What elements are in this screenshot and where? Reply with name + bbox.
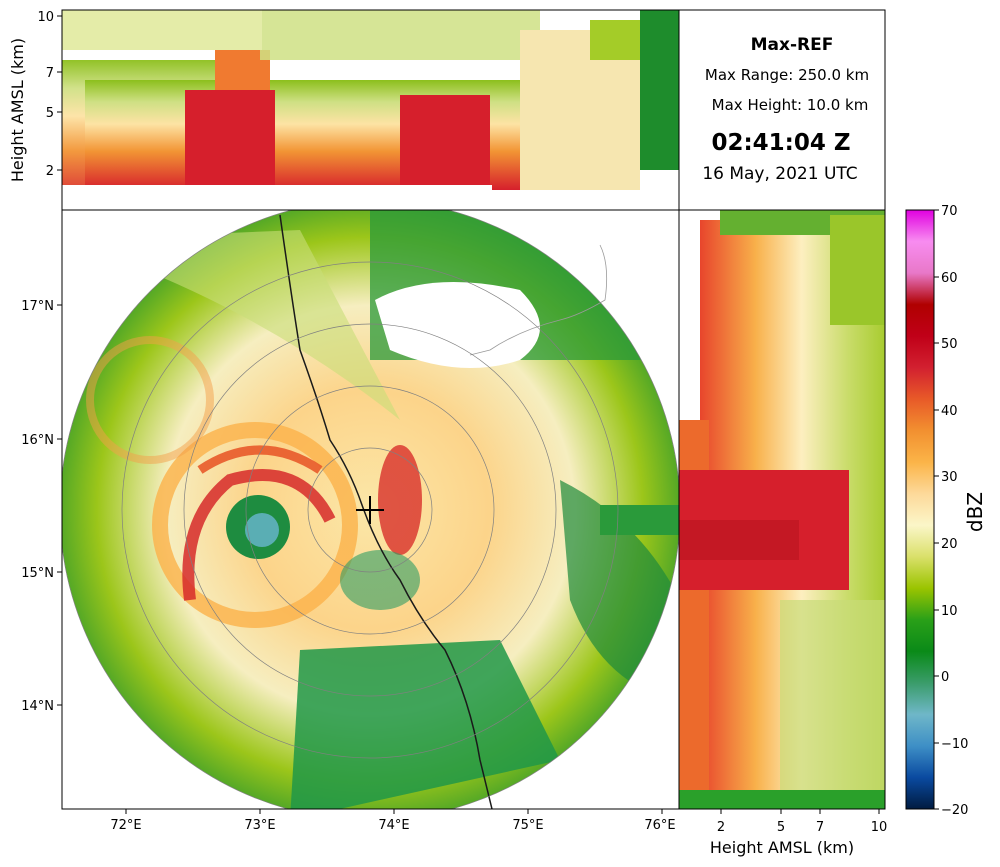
cb-tick-label: 10 <box>941 604 958 619</box>
product-title: Max-REF <box>751 35 834 55</box>
lat-tick-label: 16°N <box>21 433 54 448</box>
top-y-tick-label: 2 <box>46 164 54 179</box>
top-y-ticks <box>57 15 62 171</box>
cb-tick-label: 0 <box>941 670 949 685</box>
lon-tick-label: 72°E <box>110 818 141 833</box>
lat-ticks <box>57 304 62 706</box>
right-x-tick-label: 5 <box>777 820 785 835</box>
cb-tick-label: 30 <box>941 470 958 485</box>
top-y-tick-label: 5 <box>46 106 54 121</box>
lat-tick-label: 17°N <box>21 299 54 314</box>
right-x-tick-label: 2 <box>717 820 725 835</box>
cb-tick-label: 20 <box>941 537 958 552</box>
cb-tick-label: 50 <box>941 337 958 352</box>
lon-tick-label: 74°E <box>378 818 409 833</box>
cb-tick-label: 70 <box>941 204 958 219</box>
top-cross-section <box>62 10 679 210</box>
right-x-tick-label: 7 <box>816 820 824 835</box>
cb-tick-label: 60 <box>941 271 958 286</box>
top-y-axis-label: Height AMSL (km) <box>8 38 27 182</box>
max-range-text: Max Range: 250.0 km <box>705 66 869 84</box>
max-height-text: Max Height: 10.0 km <box>712 96 869 114</box>
scan-date: 16 May, 2021 UTC <box>702 164 857 184</box>
lon-tick-label: 73°E <box>244 818 275 833</box>
cb-tick-label: 40 <box>941 404 958 419</box>
cb-tick-label: −20 <box>941 803 968 818</box>
cb-tick-label: −10 <box>941 737 968 752</box>
colorbar-label: dBZ <box>963 492 987 532</box>
ppi-map <box>62 210 679 809</box>
lat-tick-label: 15°N <box>21 566 54 581</box>
lon-ticks <box>125 809 663 814</box>
lon-tick-label: 75°E <box>512 818 543 833</box>
lat-tick-label: 14°N <box>21 699 54 714</box>
scan-time: 02:41:04 Z <box>711 130 850 156</box>
right-x-ticks <box>720 809 880 814</box>
info-panel-frame <box>678 9 886 211</box>
top-y-tick-label: 10 <box>37 10 54 25</box>
radar-site-icon <box>356 496 384 524</box>
colorbar-ticks <box>934 209 939 810</box>
lon-tick-label: 76°E <box>644 818 675 833</box>
top-y-tick-label: 7 <box>46 66 54 81</box>
right-x-axis-label: Height AMSL (km) <box>710 838 854 857</box>
right-cross-section <box>679 210 885 809</box>
right-panel-frame <box>678 209 886 810</box>
right-x-tick-label: 10 <box>871 820 888 835</box>
colorbar <box>905 209 935 810</box>
